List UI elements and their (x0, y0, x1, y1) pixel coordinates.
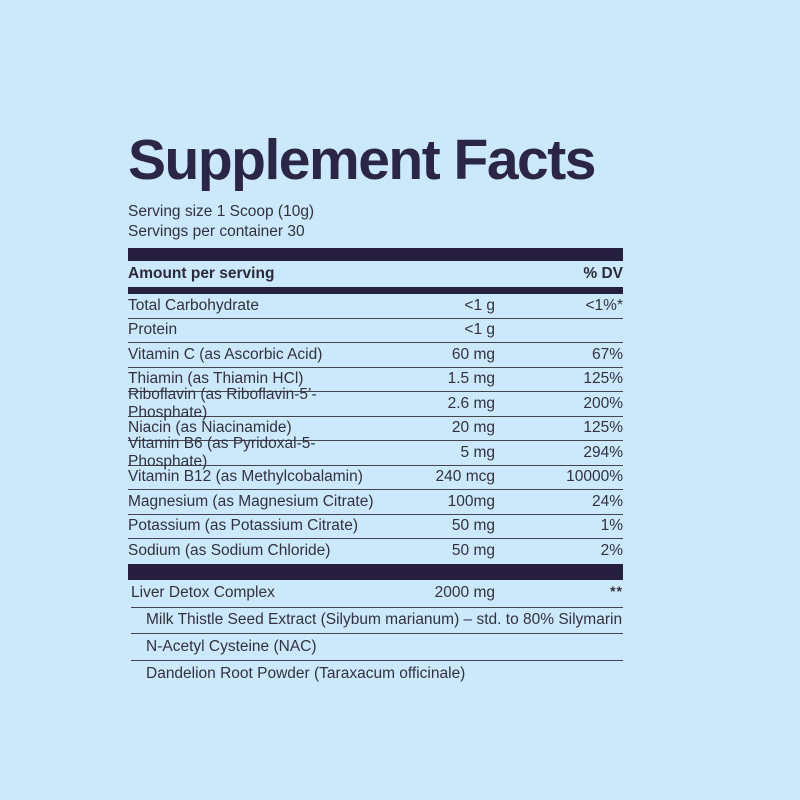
sub-ingredient-row-dandelion: Dandelion Root Powder (Taraxacum officin… (131, 661, 623, 688)
liver-detox-complex-section: Liver Detox Complex 2000 mg ** Milk This… (131, 580, 623, 688)
nutrient-dv: 2% (600, 542, 623, 560)
table-row-vitamin-b6: Vitamin B6 (as Pyridoxal-5-Phosphate) 5 … (128, 435, 623, 470)
nutrient-dv: 200% (583, 394, 623, 412)
table-row-total-carbohydrate: Total Carbohydrate <1 g <1%* (128, 294, 623, 319)
nutrient-dv: 24% (591, 492, 623, 510)
table-row-thiamin: Thiamin (as Thiamin HCl) 1.5 mg 125% (128, 368, 623, 392)
nutrient-amount: 60 mg (451, 345, 495, 363)
table-row-protein: Protein <1 g (128, 319, 623, 343)
table-row-liver-detox-complex: Liver Detox Complex 2000 mg ** (131, 580, 623, 608)
nutrient-dv: 10000% (566, 468, 623, 486)
table-row-potassium: Potassium (as Potassium Citrate) 50 mg 1… (128, 515, 623, 539)
nutrient-amount: 50 mg (451, 517, 495, 535)
table-row-vitamin-b12: Vitamin B12 (as Methylcobalamin) 240 mcg… (128, 466, 623, 490)
nutrient-name: Potassium (as Potassium Citrate) (128, 517, 358, 535)
nutrient-name: Total Carbohydrate (128, 296, 259, 314)
sub-ingredient-text: Dandelion Root Powder (Taraxacum officin… (146, 664, 466, 682)
table-row-sodium: Sodium (as Sodium Chloride) 50 mg 2% (128, 539, 623, 564)
nutrient-name: Thiamin (as Thiamin HCl) (128, 370, 304, 388)
complex-name: Liver Detox Complex (131, 584, 275, 601)
nutrient-name: Sodium (as Sodium Chloride) (128, 542, 331, 560)
sub-ingredient-row-nac: N-Acetyl Cysteine (NAC) (131, 634, 623, 661)
nutrient-amount: <1 g (464, 296, 495, 314)
nutrient-amount: 50 mg (451, 542, 495, 560)
nutrient-dv: 125% (583, 370, 623, 388)
page-title: Supplement Facts (128, 128, 596, 192)
complex-dv-asterisks: ** (610, 582, 623, 599)
table-header-row: Amount per serving % DV (128, 261, 623, 287)
nutrient-dv: 294% (583, 443, 623, 461)
nutrient-table: Total Carbohydrate <1 g <1%* Protein <1 … (128, 294, 623, 564)
nutrient-amount: 20 mg (451, 419, 495, 437)
nutrient-name: Riboflavin (as Riboflavin-5’-Phosphate) (128, 385, 317, 421)
nutrient-name: Niacin (as Niacinamide) (128, 419, 292, 437)
supplement-facts-label: Supplement Facts Serving size 1 Scoop (1… (128, 131, 623, 687)
serving-info: Serving size 1 Scoop (10g) Servings per … (128, 202, 623, 241)
nutrient-amount: 1.5 mg (447, 370, 495, 388)
table-row-vitamin-c: Vitamin C (as Ascorbic Acid) 60 mg 67% (128, 343, 623, 368)
nutrient-name: Vitamin B6 (as Pyridoxal-5-Phosphate) (128, 434, 316, 470)
percent-dv-header: % DV (583, 265, 623, 282)
divider-bar-top (128, 248, 623, 261)
sub-ingredient-row-milk-thistle: Milk Thistle Seed Extract (Silybum maria… (131, 608, 623, 634)
nutrient-name: Magnesium (as Magnesium Citrate) (128, 492, 374, 510)
sub-ingredient-text: N-Acetyl Cysteine (NAC) (146, 637, 317, 655)
divider-bar-header (128, 287, 623, 294)
table-row-magnesium: Magnesium (as Magnesium Citrate) 100mg 2… (128, 490, 623, 515)
nutrient-amount: 5 mg (460, 443, 495, 461)
nutrient-name: Vitamin B12 (as Methylcobalamin) (128, 468, 363, 486)
nutrient-dv: 1% (600, 517, 623, 535)
nutrient-amount: 240 mcg (435, 468, 495, 486)
table-row-riboflavin: Riboflavin (as Riboflavin-5’-Phosphate) … (128, 386, 623, 421)
nutrient-amount: <1 g (464, 321, 495, 339)
serving-size-text: Serving size 1 Scoop (10g) (128, 203, 315, 220)
nutrient-name: Vitamin C (as Ascorbic Acid) (128, 345, 323, 363)
divider-bar-complex (128, 563, 623, 580)
table-row-niacin: Niacin (as Niacinamide) 20 mg 125% (128, 417, 623, 441)
sub-ingredient-text: Milk Thistle Seed Extract (Silybum maria… (146, 611, 623, 629)
complex-amount: 2000 mg (434, 584, 495, 601)
nutrient-name: Protein (128, 321, 178, 339)
servings-per-container-text: Servings per container 30 (128, 222, 305, 240)
nutrient-amount: 2.6 mg (447, 394, 495, 412)
nutrient-dv: 67% (591, 345, 623, 363)
nutrient-dv: 125% (583, 419, 623, 437)
nutrient-amount: 100mg (447, 492, 495, 510)
nutrient-dv: <1%* (585, 296, 624, 314)
amount-per-serving-header: Amount per serving (128, 265, 275, 282)
